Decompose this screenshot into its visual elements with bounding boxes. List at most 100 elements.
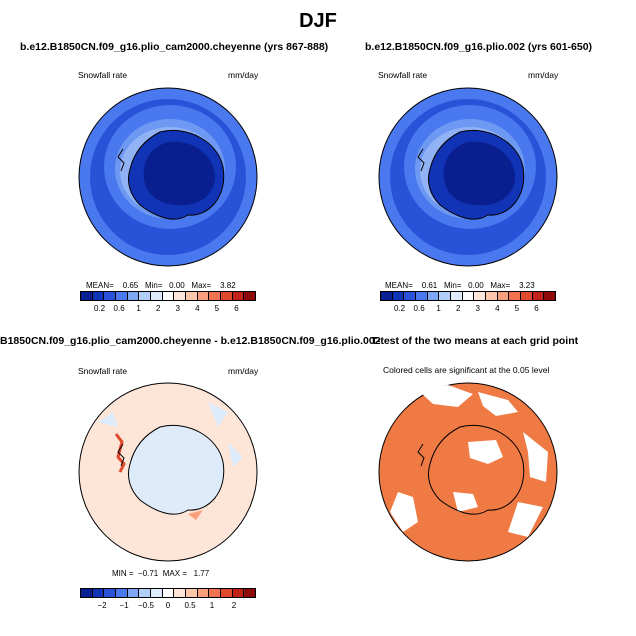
colorbar-swatch [151,589,163,597]
colorbar-swatch [139,292,152,300]
panel3-variable-label: Snowfall rate [78,366,128,376]
colorbar-swatch [439,292,452,300]
panel2-title: b.e12.B1850CN.f09_g16.plio.002 (yrs 601-… [365,41,593,53]
panel2-variable-label: Snowfall rate [378,70,428,80]
colorbar-swatch [139,589,152,597]
panel3-colorbar [80,588,256,598]
colorbar-swatch [486,292,498,300]
colorbar-swatch [427,292,440,300]
panel4-title: T-test of the two means at each grid poi… [371,335,579,347]
colorbar-tick-label: 2 [455,304,461,313]
colorbar-swatch [197,292,210,300]
panel2-min-label: Min= [443,281,462,290]
colorbar-swatch [116,292,128,300]
panel1-units-label: mm/day [228,70,259,80]
panel3-units-label: mm/day [228,366,259,376]
colorbar-swatch [244,589,256,597]
colorbar-swatch [497,292,510,300]
colorbar-tick-label: 1 [209,601,215,610]
panel1-variable-label: Snowfall rate [78,70,128,80]
panel2-stats: MEAN= 0.61 Min= 0.00 Max= 3.23 [385,281,535,290]
colorbar-swatch [474,292,487,300]
panel1-min-label: Min= [144,281,163,290]
panel2-max-label: Max= [490,281,511,290]
panel3-difference-map [78,382,258,562]
colorbar-swatch [92,292,105,300]
colorbar-swatch [232,589,245,597]
colorbar-tick-label: −2 [97,601,107,610]
colorbar-tick-label: 1 [136,304,141,313]
colorbar-swatch [221,589,233,597]
colorbar-swatch [81,589,93,597]
colorbar-swatch [244,292,256,300]
panel3-colorbar-ticks: −2 −1 −0.5 0 0.5 1 2 [80,601,256,611]
colorbar-tick-label: 0.5 [184,601,196,610]
panel1-colorbar-ticks: 0.2 0.6 1 2 3 4 5 6 [80,304,256,314]
panel1-snowfall-map [78,87,258,267]
colorbar-swatch [174,292,187,300]
colorbar-swatch [162,292,175,300]
colorbar-tick-label: 2 [231,601,237,610]
colorbar-tick-label: 0.6 [113,304,125,313]
panel3-min-value: −0.71 [138,569,159,578]
colorbar-tick-label: 4 [495,304,500,313]
colorbar-tick-label: 3 [475,304,480,313]
colorbar-swatch [221,292,233,300]
colorbar-tick-label: 0 [165,601,171,610]
colorbar-swatch [127,589,140,597]
colorbar-swatch [104,292,117,300]
panel1-stats: MEAN= 0.65 Min= 0.00 Max= 3.82 [86,281,236,290]
colorbar-swatch [81,292,93,300]
colorbar-swatch [151,292,163,300]
panel2-mean-value: 0.61 [421,281,438,290]
colorbar-swatch [162,589,175,597]
panel1-mean-value: 0.65 [122,281,139,290]
colorbar-tick-label: 4 [195,304,200,313]
panel4-significance-map [378,382,558,562]
panel2-colorbar-ticks: 0.2 0.6 1 2 3 4 5 6 [380,304,556,314]
colorbar-swatch [186,589,198,597]
colorbar-tick-label: 6 [534,304,539,313]
colorbar-tick-label: 2 [155,304,161,313]
colorbar-swatch [92,589,105,597]
colorbar-swatch [532,292,545,300]
panel1-min-value: 0.00 [169,281,185,290]
panel1-max-value: 3.82 [220,281,236,290]
colorbar-tick-label: 0.6 [413,304,425,313]
colorbar-tick-label: 0.2 [393,304,406,313]
colorbar-swatch [209,292,222,300]
colorbar-swatch [381,292,393,300]
panel1-colorbar [80,291,256,301]
colorbar-swatch [186,292,198,300]
panel2-max-value: 3.23 [519,281,535,290]
panel1-mean-label: MEAN= [86,281,114,290]
colorbar-swatch [416,292,428,300]
colorbar-swatch [404,292,417,300]
colorbar-tick-label: 3 [175,304,180,313]
colorbar-tick-label: 1 [436,304,441,313]
colorbar-swatch [509,292,522,300]
colorbar-tick-label: 5 [514,304,520,313]
colorbar-tick-label: 6 [234,304,239,313]
panel3-max-value: 1.77 [193,569,210,578]
panel4-subtitle: Colored cells are significant at the 0.0… [383,365,550,375]
colorbar-swatch [197,589,210,597]
colorbar-tick-label: 0.2 [93,304,106,313]
panel2-snowfall-map [378,87,558,267]
colorbar-swatch [104,589,117,597]
colorbar-swatch [521,292,533,300]
panel2-units-label: mm/day [528,70,559,80]
panel1-title: b.e12.B1850CN.f09_g16.plio_cam2000.cheye… [20,41,329,53]
panel3-max-label: MAX = [162,569,187,578]
panel2-colorbar [380,291,556,301]
colorbar-swatch [451,292,463,300]
panel3-title: B1850CN.f09_g16.plio_cam2000.cheyenne - … [0,335,381,347]
colorbar-tick-label: −1 [119,601,129,610]
colorbar-tick-label: −0.5 [138,601,154,610]
colorbar-swatch [116,589,128,597]
panel3-min-label: MIN = [112,569,134,578]
panel2-min-value: 0.00 [468,281,484,290]
figure-title: DJF [299,10,337,32]
panel2-mean-label: MEAN= [385,281,413,290]
colorbar-swatch [174,589,187,597]
